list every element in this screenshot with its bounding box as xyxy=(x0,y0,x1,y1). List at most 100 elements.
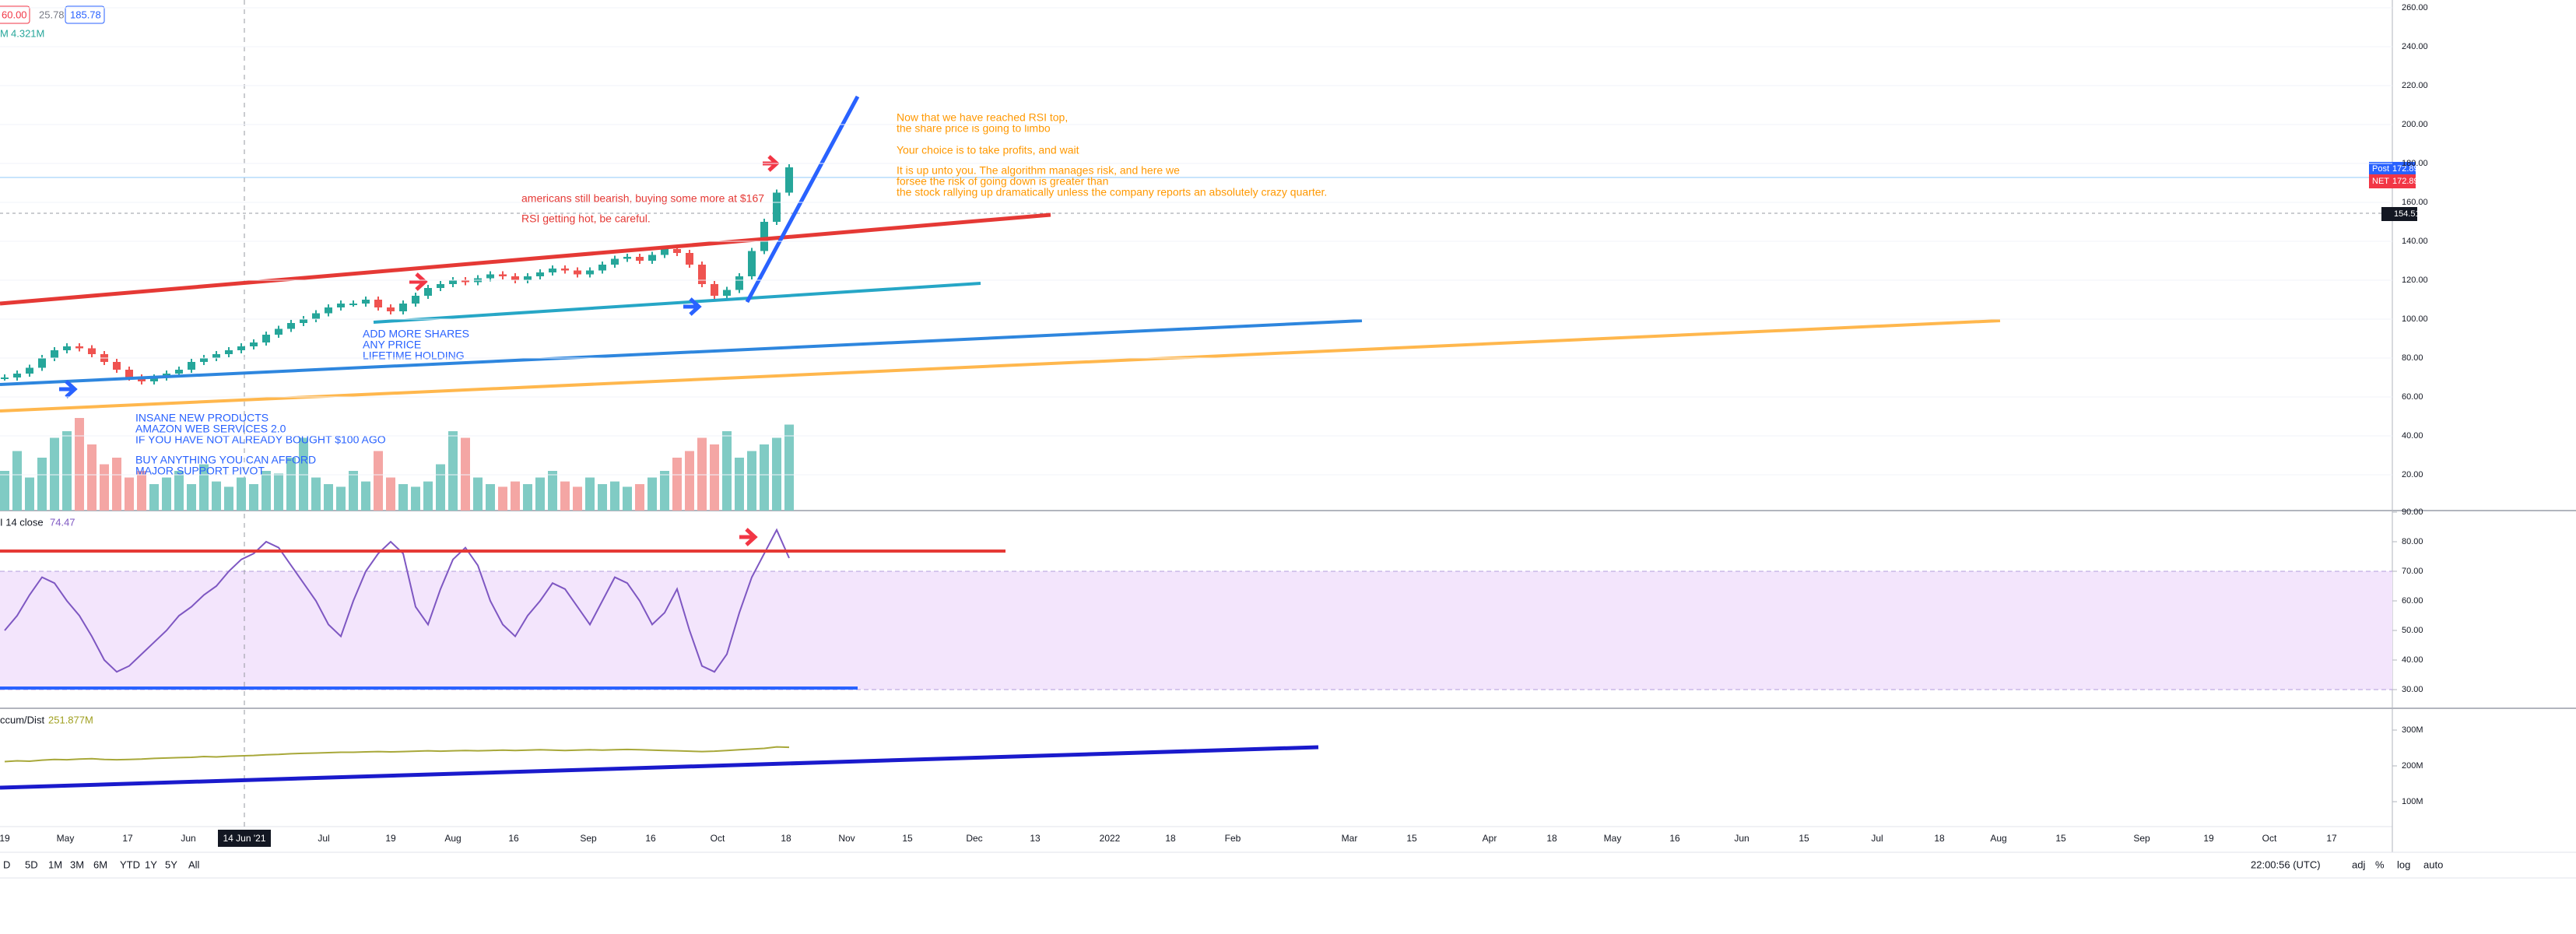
volume-bar xyxy=(174,471,184,511)
candle-body xyxy=(773,192,781,222)
range-button[interactable]: All xyxy=(188,859,200,870)
trendline xyxy=(0,319,1363,386)
range-button[interactable]: 3M xyxy=(70,859,84,870)
legend-box xyxy=(65,5,105,24)
candle-body xyxy=(250,342,258,346)
candle-body xyxy=(300,319,307,323)
volume-bar xyxy=(12,451,22,511)
volume-value: 4.321M xyxy=(11,27,44,39)
annotation: IF YOU HAVE NOT ALREADY BOUGHT $100 AGO xyxy=(135,434,386,446)
scale-option[interactable]: % xyxy=(2375,859,2385,870)
volume-bar xyxy=(224,486,233,511)
annotation: Now that we have reached RSI top, xyxy=(897,111,1068,124)
candle-body xyxy=(748,251,756,276)
time-tick-label: 19 xyxy=(385,833,396,844)
candle-body xyxy=(536,272,544,276)
volume-bar xyxy=(772,437,781,511)
post-value: 172.89 xyxy=(2392,164,2419,174)
volume-bar xyxy=(411,486,420,511)
rsi-tick-label: 40.00 xyxy=(2402,655,2423,665)
volume-bar xyxy=(100,464,109,511)
candle-body xyxy=(574,270,581,275)
candle-body xyxy=(462,280,469,283)
rsi-tick-label: 50.00 xyxy=(2402,626,2423,635)
range-button[interactable]: 6M xyxy=(93,859,107,870)
time-tick-label: 17 xyxy=(122,833,133,844)
time-tick-label: Oct xyxy=(711,833,725,844)
price-tick-label: 180.00 xyxy=(2402,159,2428,168)
time-tick-label: 18 xyxy=(1546,833,1557,844)
candle-body xyxy=(499,274,507,276)
rsi-band xyxy=(0,571,2392,690)
price-tick-label: 120.00 xyxy=(2402,276,2428,285)
candle-body xyxy=(711,284,718,296)
volume-bar xyxy=(75,418,84,511)
marks xyxy=(0,164,794,763)
scale-option[interactable]: log xyxy=(2397,859,2410,870)
range-button[interactable]: D xyxy=(3,859,10,870)
volume-bar xyxy=(511,481,520,511)
scale-option[interactable]: auto xyxy=(2423,859,2443,870)
volume-bar xyxy=(261,471,271,511)
range-button[interactable]: YTD xyxy=(120,859,140,870)
time-tick-label: 18 xyxy=(781,833,791,844)
annotation: the stock rallying up dramatically unles… xyxy=(897,186,1327,198)
range-button[interactable]: 1M xyxy=(48,859,62,870)
acc-dist-tick-label: 300M xyxy=(2402,725,2423,735)
candle-body xyxy=(138,377,146,381)
volume-bar xyxy=(473,477,483,511)
time-tick-label: 14 Jun '21 xyxy=(223,833,265,844)
candle-body xyxy=(75,346,83,349)
volume-bar xyxy=(249,484,258,511)
volume-bar xyxy=(50,437,59,511)
volume-bar xyxy=(286,458,296,511)
volume-bar xyxy=(25,477,34,511)
candle-body xyxy=(412,296,419,304)
legend-box xyxy=(0,5,30,24)
candle-body xyxy=(636,257,644,261)
acc-dist-tick-label: 100M xyxy=(2402,797,2423,806)
last-badge xyxy=(2381,207,2417,221)
volume-bar xyxy=(0,471,9,511)
candle-body xyxy=(13,374,21,377)
time-tick-label: 18 xyxy=(1934,833,1945,844)
time-tick-label: Jul xyxy=(318,833,329,844)
annotation: Your choice is to take profits, and wait xyxy=(897,144,1079,156)
volume-bar xyxy=(498,486,507,511)
acc-dist-tick-label: 200M xyxy=(2402,761,2423,771)
time-tick-label: May xyxy=(1604,833,1622,844)
candle-body xyxy=(723,290,731,296)
candle-body xyxy=(661,249,669,255)
range-button[interactable]: 5D xyxy=(25,859,38,870)
volume-bar xyxy=(436,464,445,511)
acc-dist-line xyxy=(4,746,790,763)
time-tick-label: Jun xyxy=(181,833,195,844)
volume-bar xyxy=(361,481,370,511)
price-tick-label: 60.00 xyxy=(2402,392,2423,402)
last-value: 154.51 xyxy=(2394,209,2420,219)
volume-bar xyxy=(311,477,321,511)
candle-body xyxy=(113,362,121,370)
annotation: LIFETIME HOLDING xyxy=(363,349,465,362)
time-tick-label: Jul xyxy=(1871,833,1883,844)
volume-bar xyxy=(212,481,221,511)
price-tick-label: 200.00 xyxy=(2402,120,2428,129)
volume-bar xyxy=(610,481,619,511)
volume-label: M xyxy=(0,27,9,39)
clock: 22:00:56 (UTC) xyxy=(2251,859,2321,870)
time-tick-label: 19 xyxy=(0,833,10,844)
scale-option[interactable]: adj xyxy=(2352,859,2365,870)
range-button[interactable]: 1Y xyxy=(145,859,157,870)
range-button[interactable]: 5Y xyxy=(165,859,177,870)
volume-bar xyxy=(660,471,669,511)
candle-body xyxy=(200,358,208,362)
axes: 260.00 240.00 220.00 200.00 180.00 160.00 140.… xyxy=(0,3,2443,870)
time-tick-label: Aug xyxy=(1990,833,2006,844)
candle-body xyxy=(735,276,743,290)
rsi-value: 74.47 xyxy=(50,516,75,528)
candle-body xyxy=(511,276,519,280)
volume-bar xyxy=(87,444,97,511)
candle-body xyxy=(225,350,233,354)
time-tick-label: Aug xyxy=(444,833,461,844)
candle-body xyxy=(237,346,245,350)
